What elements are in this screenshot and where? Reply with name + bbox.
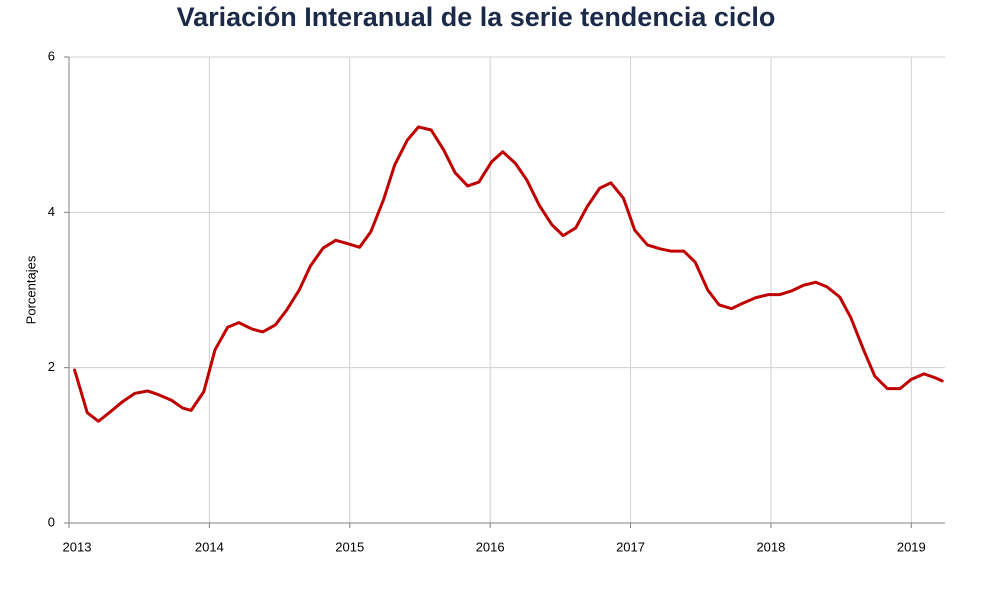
x-tick-label: 2019	[897, 539, 926, 554]
line-series	[73, 125, 944, 423]
x-tick-label: 2014	[195, 539, 224, 554]
x-tick-label: 2017	[616, 539, 645, 554]
x-tick-label: 2013	[63, 539, 92, 554]
x-tick-label: 2016	[476, 539, 505, 554]
x-tick-label: 2018	[756, 539, 785, 554]
chart-title: Variación Interanual de la serie tendenc…	[177, 2, 776, 32]
y-tick-label: 2	[48, 359, 55, 374]
y-tick-label: 0	[48, 514, 55, 529]
x-tick-label: 2015	[335, 539, 364, 554]
y-axis-label: Porcentajes	[23, 255, 38, 324]
y-tick-label: 4	[48, 204, 55, 219]
y-tick-label: 6	[48, 48, 55, 63]
